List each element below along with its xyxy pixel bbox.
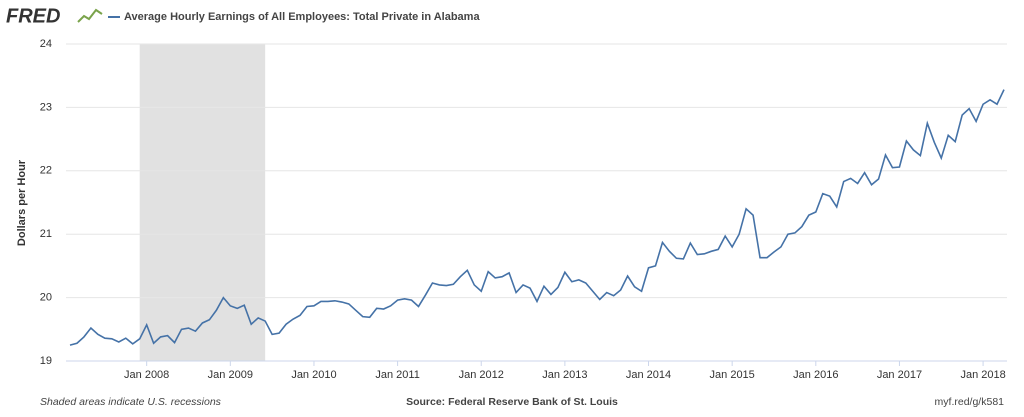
- x-tick-label: Jan 2011: [375, 369, 419, 381]
- x-tick-label: Jan 2018: [960, 369, 1005, 381]
- recession-shade: [139, 44, 266, 361]
- y-tick-label: 22: [40, 165, 52, 177]
- logo-icon: [77, 8, 103, 23]
- footer-link: myf.red/g/k581: [935, 396, 1005, 408]
- x-tick-label: Jan 2008: [124, 369, 169, 381]
- x-tick-label: Jan 2013: [542, 369, 587, 381]
- y-tick-label: 19: [40, 355, 52, 367]
- y-axis-label: Dollars per Hour: [16, 159, 28, 246]
- x-tick-label: Jan 2009: [208, 369, 253, 381]
- footer-note: Shaded areas indicate U.S. recessions: [40, 396, 222, 408]
- y-tick-label: 24: [40, 38, 52, 50]
- data-line: [69, 89, 1005, 346]
- x-tick-label: Jan 2015: [710, 369, 755, 381]
- x-tick-label: Jan 2010: [291, 369, 336, 381]
- x-tick-label: Jan 2014: [626, 369, 671, 381]
- legend-label: Average Hourly Earnings of All Employees…: [124, 11, 480, 23]
- y-tick-label: 20: [40, 292, 52, 304]
- x-tick-label: Jan 2012: [459, 369, 504, 381]
- brand: FRED: [6, 5, 60, 27]
- footer-source: Source: Federal Reserve Bank of St. Loui…: [406, 396, 618, 408]
- y-tick-label: 21: [40, 228, 52, 240]
- y-tick-label: 23: [40, 101, 52, 113]
- x-tick-label: Jan 2016: [793, 369, 838, 381]
- x-tick-label: Jan 2017: [877, 369, 922, 381]
